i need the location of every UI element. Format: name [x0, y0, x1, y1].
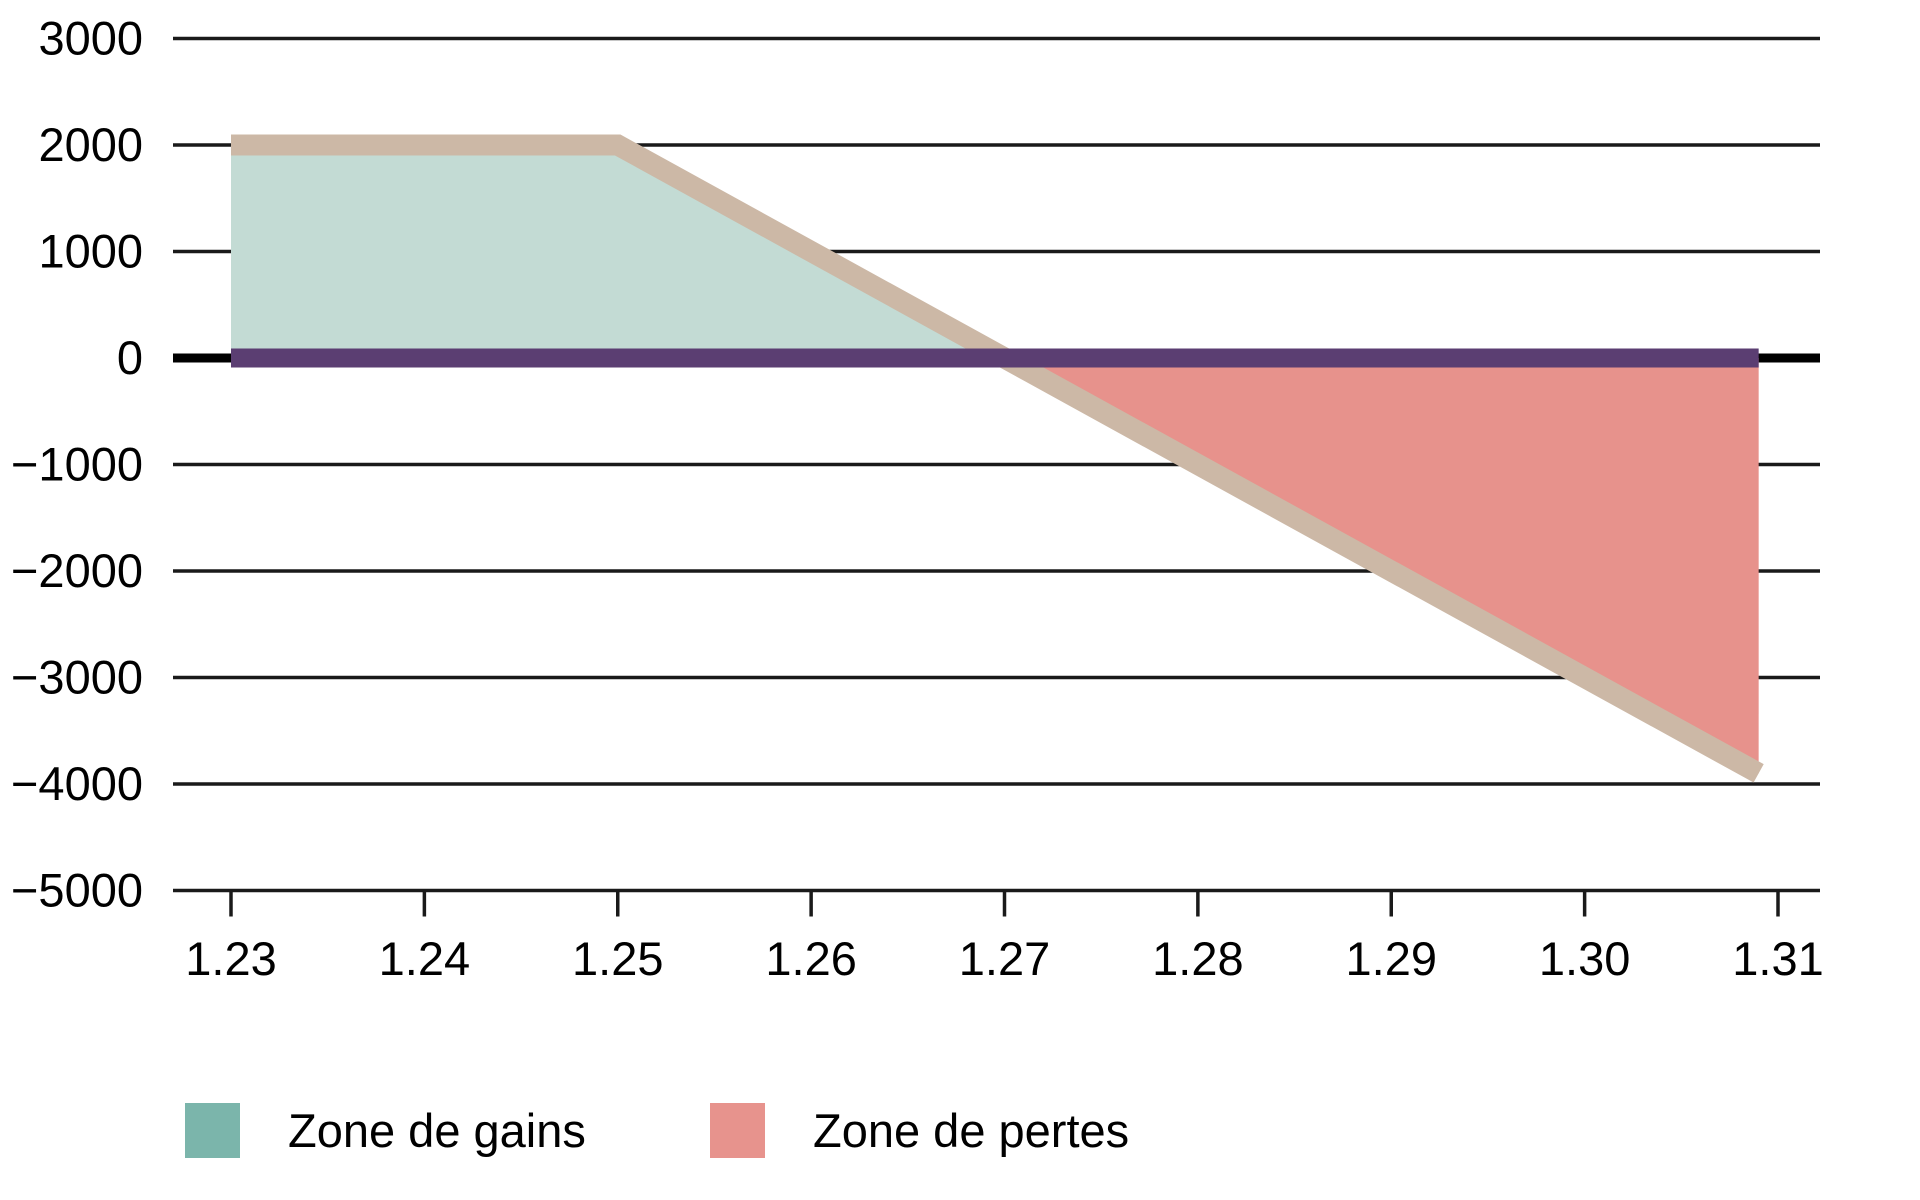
x-tick-label: 1.31: [1732, 932, 1823, 985]
x-tick-label: 1.23: [185, 932, 276, 985]
y-tick-label: −4000: [11, 757, 143, 810]
x-tick-label: 1.30: [1539, 932, 1630, 985]
x-tick-label: 1.24: [379, 932, 470, 985]
gain-zone-area: [231, 145, 1005, 358]
y-tick-label: −3000: [11, 651, 143, 704]
x-tick-label: 1.26: [765, 932, 856, 985]
y-tick-label: 2000: [38, 118, 143, 171]
x-tick-label: 1.27: [959, 932, 1050, 985]
x-tick-label: 1.28: [1152, 932, 1243, 985]
x-tick-label: 1.25: [572, 932, 663, 985]
y-tick-label: −2000: [11, 544, 143, 597]
y-tick-label: −1000: [11, 438, 143, 491]
y-tick-label: 3000: [38, 12, 143, 65]
y-tick-label: 1000: [38, 225, 143, 278]
y-tick-label: 0: [117, 331, 143, 384]
payoff-line: [231, 134, 1764, 783]
y-tick-label: −5000: [11, 864, 143, 917]
x-tick-label: 1.29: [1346, 932, 1437, 985]
